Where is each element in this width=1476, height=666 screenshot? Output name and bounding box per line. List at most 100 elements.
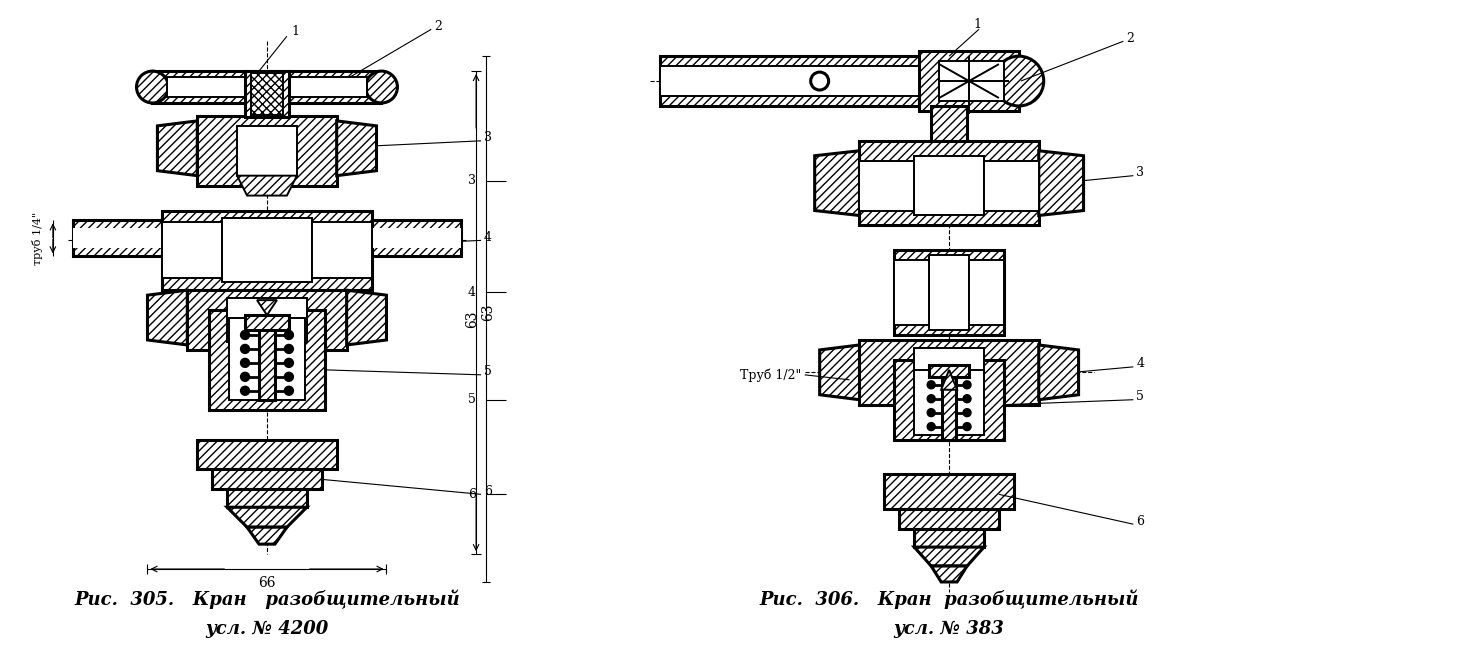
Polygon shape (1039, 345, 1079, 400)
Text: 63: 63 (465, 310, 480, 328)
Bar (162, 210, 372, 290)
Polygon shape (238, 176, 297, 196)
Bar (251, 73, 283, 115)
Bar (660, 66, 920, 96)
Circle shape (927, 395, 936, 403)
Text: 66: 66 (258, 576, 276, 590)
Circle shape (993, 56, 1044, 106)
Polygon shape (227, 507, 307, 527)
Bar (213, 470, 322, 490)
Bar (162, 222, 223, 278)
Bar (914, 370, 984, 435)
Bar (894, 260, 930, 325)
Bar (227, 490, 307, 507)
Text: 4: 4 (1137, 358, 1144, 370)
Bar (187, 290, 347, 350)
Text: 2: 2 (1126, 32, 1134, 45)
Polygon shape (931, 566, 967, 582)
Text: усл. № 4200: усл. № 4200 (205, 620, 329, 638)
Bar (859, 161, 914, 210)
Bar (970, 260, 1004, 325)
Polygon shape (914, 547, 984, 566)
Bar (72, 220, 162, 256)
Bar (914, 156, 984, 216)
Bar (227, 298, 307, 342)
Circle shape (136, 71, 168, 103)
Polygon shape (246, 527, 286, 544)
Circle shape (962, 395, 971, 403)
Polygon shape (819, 345, 859, 400)
Text: 6: 6 (468, 488, 477, 501)
Circle shape (962, 423, 971, 431)
Bar (245, 71, 289, 117)
Bar (859, 141, 1039, 226)
Bar (931, 106, 967, 161)
Text: 1: 1 (292, 25, 300, 38)
Bar (859, 340, 1039, 405)
Bar (223, 218, 311, 282)
Circle shape (927, 409, 936, 417)
Circle shape (285, 372, 294, 382)
Bar (939, 61, 1004, 101)
Bar (198, 440, 337, 470)
Bar (372, 228, 461, 248)
Text: Труб 1/2": Труб 1/2" (739, 368, 801, 382)
Text: 3: 3 (484, 131, 492, 145)
Circle shape (285, 386, 294, 395)
Text: 63: 63 (481, 303, 494, 321)
Circle shape (366, 71, 397, 103)
Text: 4: 4 (468, 286, 477, 298)
Bar (660, 56, 920, 106)
Circle shape (810, 72, 828, 90)
Bar (210, 310, 325, 410)
Bar (372, 220, 461, 256)
Bar (258, 315, 275, 400)
Bar (72, 228, 162, 248)
Text: 3: 3 (468, 174, 477, 187)
Text: усл. № 383: усл. № 383 (894, 620, 1005, 638)
Polygon shape (148, 290, 187, 345)
Bar (894, 250, 1004, 335)
Circle shape (927, 423, 936, 431)
Polygon shape (257, 300, 277, 315)
Text: 5: 5 (484, 366, 492, 378)
Text: 5: 5 (1137, 390, 1144, 403)
Bar (167, 77, 366, 97)
Polygon shape (815, 151, 859, 216)
Bar (930, 255, 970, 330)
Bar (238, 126, 297, 176)
Text: 6: 6 (484, 485, 492, 498)
Circle shape (285, 330, 294, 340)
Circle shape (962, 381, 971, 389)
Text: 6: 6 (1137, 515, 1144, 527)
Circle shape (241, 330, 249, 340)
Polygon shape (1039, 151, 1083, 216)
Bar (942, 365, 956, 440)
Circle shape (241, 386, 249, 395)
Circle shape (285, 344, 294, 354)
Circle shape (285, 358, 294, 368)
Bar (152, 71, 381, 103)
Bar (920, 51, 1018, 111)
Circle shape (241, 358, 249, 368)
Bar (311, 222, 372, 278)
Bar (894, 360, 1004, 440)
Bar (245, 315, 289, 330)
Polygon shape (347, 290, 387, 345)
Bar (229, 318, 306, 400)
Text: Рис.  305.   Кран   разобщительный: Рис. 305. Кран разобщительный (74, 589, 461, 609)
Circle shape (962, 409, 971, 417)
Polygon shape (158, 121, 198, 176)
Bar (930, 365, 970, 377)
Text: 1: 1 (973, 18, 982, 31)
Text: 5: 5 (468, 393, 477, 406)
Bar (899, 509, 999, 529)
Bar (884, 474, 1014, 509)
Bar (914, 529, 984, 547)
Bar (984, 161, 1039, 210)
Polygon shape (942, 370, 956, 390)
Text: труб 1/4": труб 1/4" (32, 212, 43, 265)
Text: Рис.  306.   Кран  разобщительный: Рис. 306. Кран разобщительный (759, 589, 1139, 609)
Text: 2: 2 (434, 20, 443, 33)
Bar (198, 116, 337, 186)
